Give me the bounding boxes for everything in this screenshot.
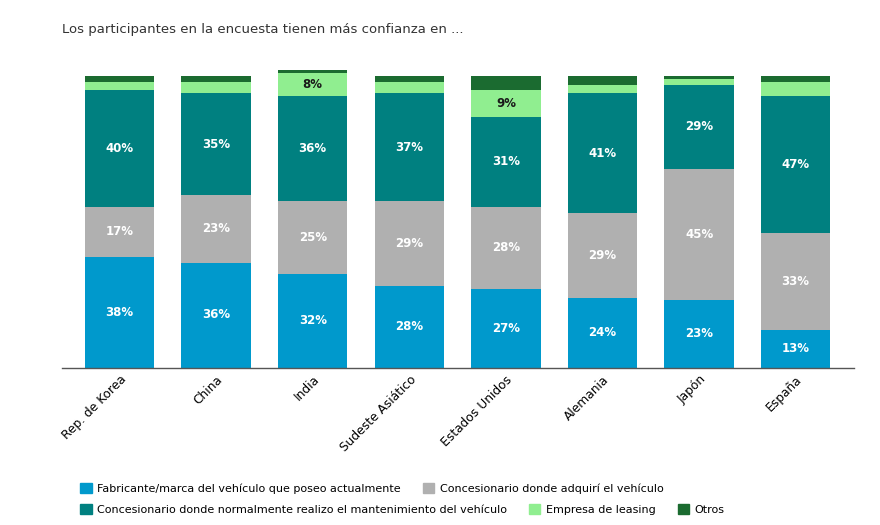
Text: 45%: 45% (685, 228, 713, 242)
Bar (568, 76, 637, 85)
Text: 38%: 38% (106, 306, 134, 319)
Text: 8%: 8% (303, 78, 323, 91)
Text: 40%: 40% (106, 142, 134, 155)
Bar (568, 85, 637, 93)
Bar (181, 76, 251, 82)
Legend: Fabricante/marca del vehículo que poseo actualmente, Concesionario donde adquirí: Fabricante/marca del vehículo que poseo … (76, 479, 668, 498)
Text: 13%: 13% (781, 342, 810, 355)
Bar (761, 82, 831, 96)
Text: 47%: 47% (781, 159, 810, 171)
Bar (278, 70, 348, 73)
Bar (84, 257, 154, 368)
Text: 25%: 25% (298, 231, 326, 244)
Bar (568, 93, 637, 213)
Bar (664, 79, 734, 85)
Text: 29%: 29% (395, 237, 423, 250)
Text: 17%: 17% (106, 225, 134, 238)
Text: Los participantes en la encuesta tienen más confianza en ...: Los participantes en la encuesta tienen … (62, 23, 463, 36)
Text: 33%: 33% (781, 275, 810, 288)
Bar (761, 233, 831, 330)
Text: 41%: 41% (589, 146, 617, 160)
Text: 31%: 31% (492, 155, 520, 169)
Bar (181, 93, 251, 195)
Text: 36%: 36% (298, 142, 326, 155)
Bar (471, 76, 540, 90)
Text: 36%: 36% (202, 309, 231, 321)
Text: 35%: 35% (202, 138, 231, 151)
Bar (375, 76, 444, 82)
Text: 9%: 9% (496, 97, 516, 110)
Text: 29%: 29% (685, 120, 713, 133)
Text: 27%: 27% (492, 322, 520, 334)
Bar (375, 201, 444, 286)
Bar (471, 289, 540, 367)
Text: 23%: 23% (202, 223, 231, 235)
Bar (664, 76, 734, 79)
Text: 32%: 32% (298, 314, 326, 327)
Text: 28%: 28% (492, 242, 520, 255)
Text: 28%: 28% (395, 320, 423, 333)
Legend: Concesionario donde normalmente realizo el mantenimiento del vehículo, Empresa d: Concesionario donde normalmente realizo … (76, 500, 729, 519)
Bar (181, 82, 251, 93)
Bar (84, 207, 154, 257)
Bar (278, 274, 348, 368)
Bar (278, 96, 348, 201)
Bar (84, 82, 154, 90)
Bar (568, 298, 637, 367)
Text: 29%: 29% (589, 249, 617, 261)
Bar (761, 330, 831, 367)
Bar (761, 76, 831, 82)
Bar (278, 73, 348, 96)
Bar (278, 201, 348, 274)
Bar (84, 90, 154, 207)
Bar (181, 262, 251, 368)
Bar (471, 207, 540, 289)
Text: 37%: 37% (395, 141, 423, 154)
Text: 24%: 24% (589, 326, 617, 339)
Bar (181, 195, 251, 262)
Text: 23%: 23% (685, 328, 713, 340)
Bar (761, 96, 831, 233)
Bar (375, 82, 444, 93)
Bar (664, 169, 734, 300)
Bar (664, 300, 734, 367)
Bar (471, 117, 540, 207)
Bar (568, 213, 637, 298)
Bar (471, 90, 540, 117)
Bar (375, 93, 444, 201)
Bar (84, 76, 154, 82)
Bar (375, 286, 444, 368)
Bar (664, 85, 734, 169)
